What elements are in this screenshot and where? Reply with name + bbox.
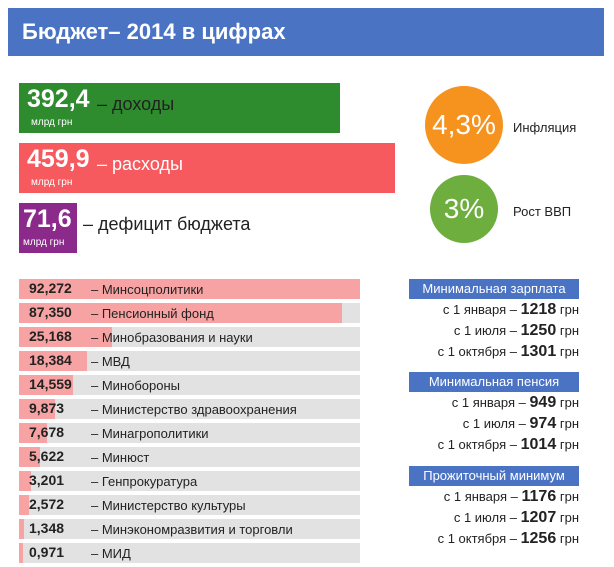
revenue-unit: млрд грн	[31, 117, 73, 128]
ministry-name: – Минюст	[91, 450, 150, 465]
deficit-label: – дефицит бюджета	[83, 214, 251, 234]
ministry-bar	[19, 543, 23, 563]
ministry-bar	[19, 447, 40, 467]
gdp-value: 3%	[443, 193, 485, 224]
min-wage-row: с 1 октября – 1301 грн	[437, 343, 579, 360]
ministry-name: – МИД	[91, 546, 131, 561]
min-wage-row: с 1 июля – 1250 грн	[453, 322, 579, 339]
ministry-bar	[19, 375, 73, 395]
inflation-value: 4,3%	[432, 109, 496, 140]
header-banner: Бюджет– 2014 в цифрах	[8, 8, 604, 56]
revenue-label: – доходы	[97, 94, 175, 114]
min-wage-title: Минимальная зарплата	[409, 279, 579, 299]
min-pension-row: с 1 июля – 974 грн	[462, 415, 579, 432]
ministry-bar	[19, 279, 360, 299]
ministry-value: 25,168	[29, 328, 72, 344]
ministry-name: – Минагрополитики	[91, 426, 209, 441]
revenue-value: 392,4	[27, 85, 90, 113]
expenses-bar: 459,9 млрд грн – расходы	[19, 143, 395, 193]
deficit-value: 71,6	[23, 205, 72, 233]
ministry-row: 5,622 – Минюст	[19, 447, 360, 467]
min-pension-row: с 1 января – 949 грн	[451, 394, 579, 411]
ministry-name: – Минэкономразвития и торговли	[91, 522, 293, 537]
ministry-bar	[19, 351, 87, 371]
ministry-row: 0,971 – МИД	[19, 543, 360, 563]
inflation-circle: 4,3%	[425, 86, 503, 164]
ministry-name: – Минобразования и науки	[91, 330, 253, 345]
ministry-value: 7,678	[29, 424, 65, 440]
ministry-value: 92,272	[29, 280, 72, 296]
min-wage-row: с 1 января – 1218 грн	[442, 301, 579, 318]
ministry-name: – Минобороны	[91, 378, 181, 393]
gdp-circle: 3%	[430, 175, 498, 243]
ministry-bar	[19, 471, 31, 491]
ministry-row: 18,384 – МВД	[19, 351, 360, 371]
ministry-spending-chart: 92,272 – Минсоцполитики 87,350 – Пенсионный…	[19, 279, 360, 567]
ministry-bar	[19, 423, 48, 443]
inflation-label: Инфляция	[513, 120, 577, 135]
ministry-row: 87,350 – Пенсионный фонд	[19, 303, 360, 323]
ministry-value: 2,572	[29, 496, 65, 512]
min-pension-title: Минимальная пенсия	[409, 372, 579, 392]
ministry-bar	[19, 327, 112, 347]
ministry-value: 1,348	[29, 520, 65, 536]
expenses-label: – расходы	[97, 154, 183, 174]
ministry-name: – МВД	[91, 354, 130, 369]
ministry-name: – Минсоцполитики	[91, 282, 204, 297]
ministry-value: 87,350	[29, 304, 72, 320]
subsistence-minimum-row: с 1 июля – 1207 грн	[453, 509, 579, 526]
ministry-row: 9,873 – Министерство здравоохранения	[19, 399, 360, 419]
min-pension-row: с 1 октября – 1014 грн	[437, 436, 579, 453]
expenses-value: 459,9	[27, 145, 90, 173]
subsistence-minimum-panel: Прожиточный минимум с 1 января – 1176 гр…	[409, 466, 579, 549]
ministry-bar	[19, 519, 24, 539]
ministry-value: 3,201	[29, 472, 65, 488]
ministry-value: 18,384	[29, 352, 72, 368]
ministry-bar	[19, 303, 342, 323]
ministry-value: 14,559	[29, 376, 72, 392]
ministry-value: 0,971	[29, 544, 65, 560]
ministry-row: 7,678 – Минагрополитики	[19, 423, 360, 443]
subsistence-minimum-row: с 1 января – 1176 грн	[443, 488, 579, 505]
ministry-row: 3,201 – Генпрокуратура	[19, 471, 360, 491]
revenue-bar: 392,4 млрд грн – доходы	[19, 83, 340, 133]
ministry-value: 5,622	[29, 448, 65, 464]
ministry-value: 9,873	[29, 400, 65, 416]
ministry-row: 25,168 – Минобразования и науки	[19, 327, 360, 347]
subsistence-minimum-row: с 1 октября – 1256 грн	[437, 530, 579, 547]
subsistence-minimum-title: Прожиточный минимум	[409, 466, 579, 486]
ministry-name: – Министерство здравоохранения	[91, 402, 297, 417]
gdp-label: Рост ВВП	[513, 204, 572, 219]
ministry-row: 1,348 – Минэкономразвития и торговли	[19, 519, 360, 539]
deficit-unit: млрд грн	[23, 237, 65, 248]
min-wage-panel: Минимальная зарплата с 1 января – 1218 г…	[409, 279, 579, 362]
ministry-name: – Генпрокуратура	[91, 474, 198, 489]
min-pension-panel: Минимальная пенсия с 1 января – 949 грн …	[409, 372, 579, 455]
ministry-row: 14,559 – Минобороны	[19, 375, 360, 395]
ministry-bar	[19, 399, 56, 419]
expenses-unit: млрд грн	[31, 177, 73, 188]
page-title: Бюджет– 2014 в цифрах	[22, 19, 286, 44]
ministry-name: – Министерство культуры	[91, 498, 246, 513]
ministry-bar	[19, 495, 29, 515]
ministry-name: – Пенсионный фонд	[91, 306, 214, 321]
ministry-row: 2,572 – Министерство культуры	[19, 495, 360, 515]
ministry-row: 92,272 – Минсоцполитики	[19, 279, 360, 299]
deficit-bar: 71,6 млрд грн – дефицит бюджета	[19, 203, 250, 253]
